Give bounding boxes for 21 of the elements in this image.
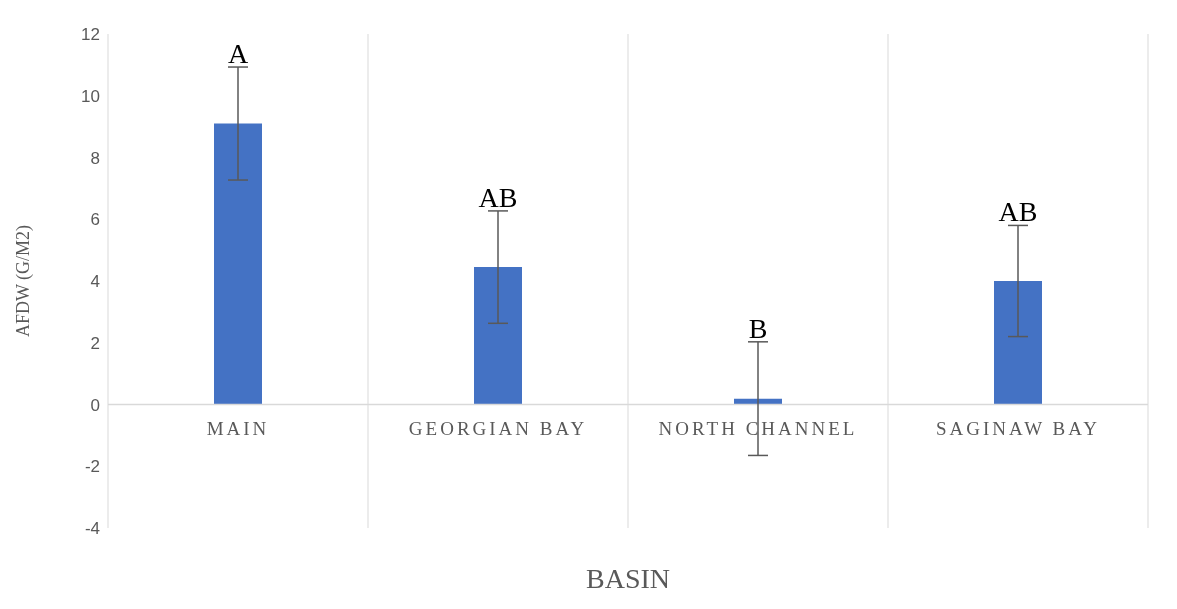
bar [474, 267, 522, 405]
x-tick-label: GEORGIAN BAY [408, 417, 588, 439]
bar [994, 281, 1042, 405]
annotation: B [748, 312, 768, 344]
bar [214, 123, 262, 405]
y-tick-label: -2 [84, 457, 100, 477]
y-tick-label: -4 [84, 519, 100, 539]
y-axis-title: AFDW (G/M2) [13, 224, 35, 338]
annotation: AB [478, 181, 518, 213]
y-tick-label: 4 [90, 272, 100, 292]
y-tick-label: 2 [90, 333, 100, 353]
x-tick-label: MAIN [206, 417, 270, 439]
y-tick-label: 12 [81, 25, 100, 45]
annotation: A [227, 38, 249, 70]
x-tick-label: SAGINAW BAY [936, 417, 1100, 439]
y-tick-label: 6 [90, 210, 100, 230]
y-tick-label: 8 [90, 148, 100, 168]
x-axis-title: BASIN [585, 563, 671, 594]
y-tick-label: 0 [90, 395, 100, 415]
y-tick-label: 10 [81, 86, 100, 106]
annotation: AB [998, 196, 1038, 228]
